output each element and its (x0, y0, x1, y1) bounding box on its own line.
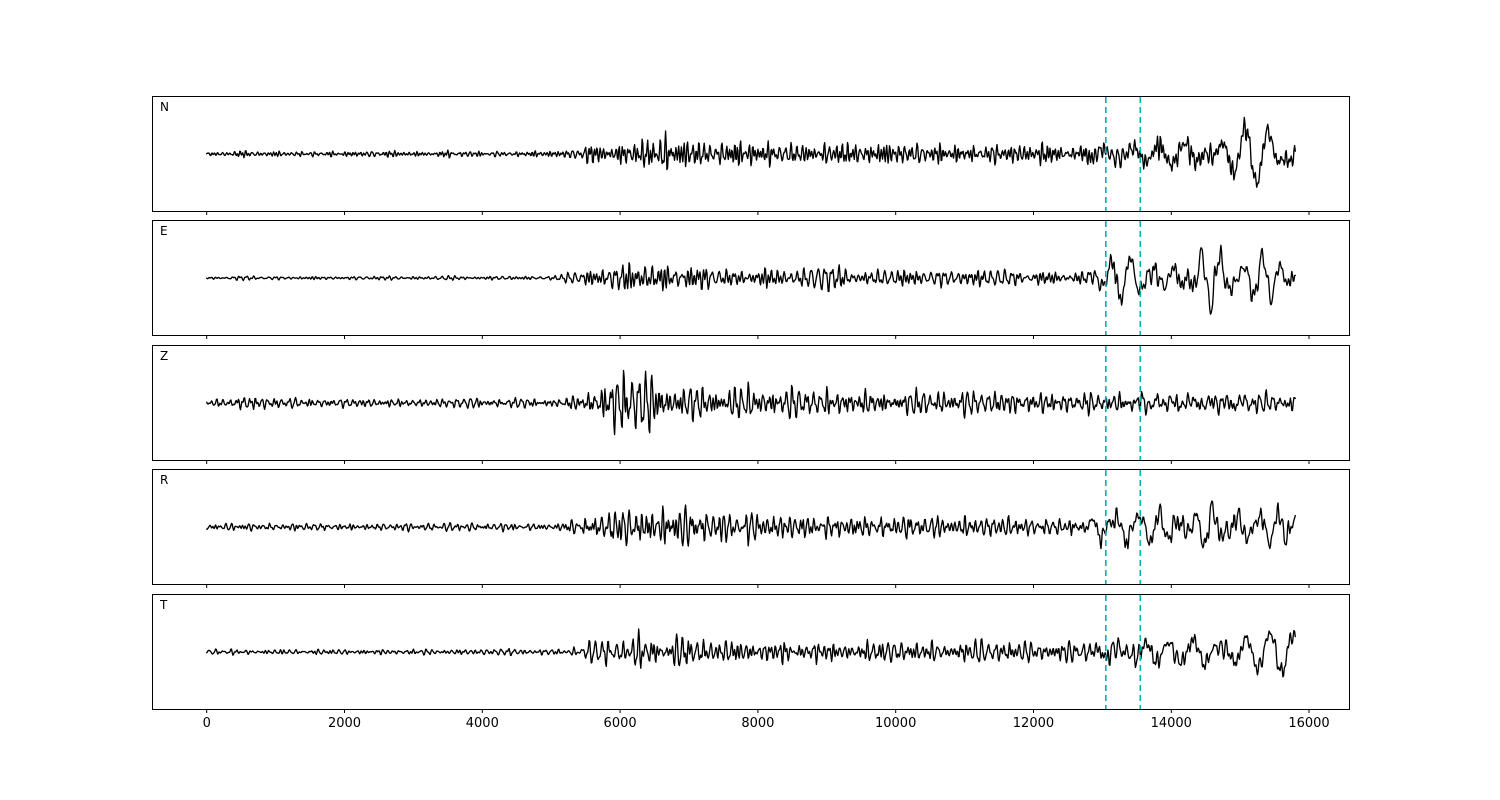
panel-label: T (160, 598, 168, 612)
waveform-trace (206, 500, 1296, 550)
x-tick-label: 0 (202, 716, 211, 731)
x-tick-label: 4000 (465, 716, 499, 731)
x-axis: 0 2000 4000 6000 8000 10000 12000 14000 16000 (153, 716, 1349, 736)
panel-label: R (160, 473, 169, 487)
panel-label: Z (160, 349, 169, 363)
x-tick-label: 16000 (1288, 716, 1330, 731)
x-tick-label: 14000 (1150, 716, 1192, 731)
waveform-trace (206, 116, 1296, 188)
waveform-plot (206, 97, 1310, 215)
waveform-plot (206, 470, 1310, 588)
waveform-plot (206, 595, 1310, 713)
waveform-trace (206, 369, 1296, 436)
waveform-trace (206, 628, 1296, 678)
seismogram-panel-t: T (152, 594, 1350, 713)
waveform-trace (206, 244, 1296, 315)
panel-label: E (160, 224, 168, 238)
x-tick-label: 12000 (1012, 716, 1055, 731)
waveform-plot (206, 221, 1310, 339)
x-tick-label: 2000 (327, 716, 362, 731)
x-tick-label: 6000 (603, 716, 637, 731)
x-tick-label: 10000 (874, 716, 917, 731)
seismogram-panel-n: N (152, 96, 1350, 215)
panel-label: N (160, 100, 169, 114)
seismogram-panel-z: Z (152, 345, 1350, 464)
seismogram-panel-e: E (152, 220, 1350, 339)
waveform-plot (206, 346, 1310, 464)
x-tick-label: 8000 (741, 716, 775, 731)
seismogram-panel-r: R (152, 469, 1350, 588)
